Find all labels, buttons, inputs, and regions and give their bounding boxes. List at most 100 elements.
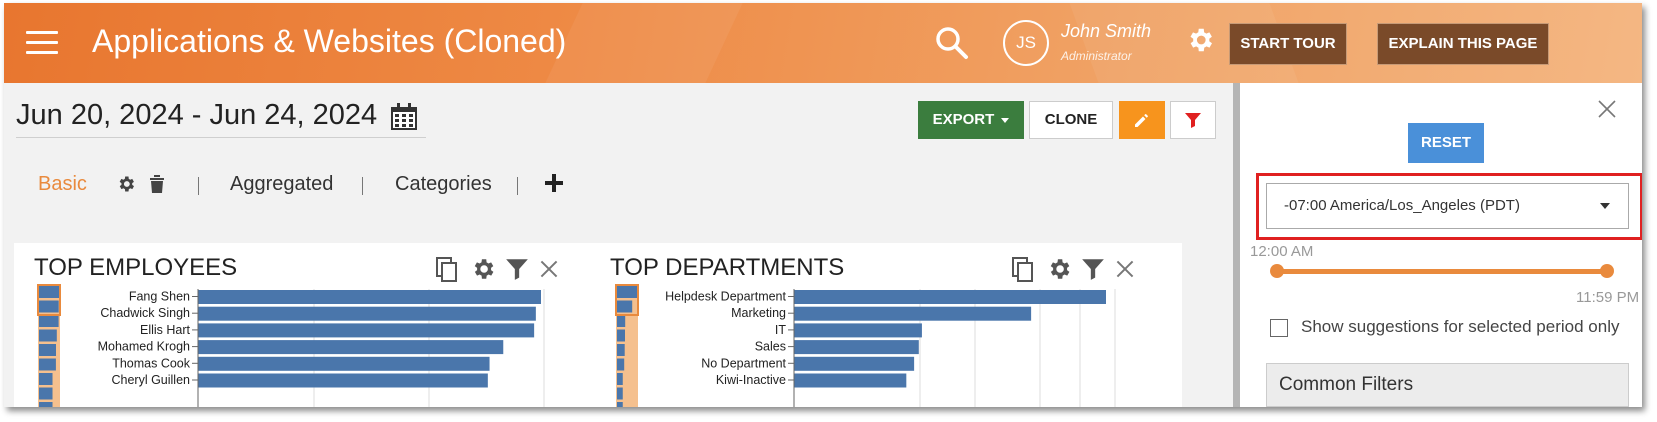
header-decoration — [545, 3, 743, 83]
bar[interactable] — [198, 323, 535, 338]
overview-bar — [617, 402, 623, 407]
bar[interactable] — [794, 306, 1032, 321]
calendar-icon[interactable] — [389, 102, 419, 132]
overview-bar — [39, 300, 59, 313]
caret-down-icon — [1600, 203, 1610, 209]
slider-end-handle[interactable] — [1600, 264, 1614, 278]
caret-down-icon — [1001, 117, 1010, 123]
tab-separator — [517, 177, 518, 195]
overview-bar — [617, 358, 625, 371]
tab-separator — [198, 177, 199, 195]
bar-label: Sales — [755, 340, 786, 354]
copy-icon[interactable] — [1010, 255, 1036, 283]
card-settings-gear-icon[interactable] — [1046, 255, 1072, 283]
time-range-slider[interactable] — [1277, 269, 1607, 274]
time-range-start-label: 12:00 AM — [1250, 243, 1314, 260]
bar-label: Thomas Cook — [112, 356, 191, 370]
top-departments-card: TOP DEPARTMENTS Helpdesk Department Marke… — [590, 243, 1182, 407]
avatar[interactable]: JS — [1003, 20, 1049, 66]
app-window: Applications & Websites (Cloned) JS John… — [4, 3, 1642, 407]
filter-funnel-icon — [1185, 113, 1201, 128]
user-name[interactable]: John Smith — [1061, 21, 1152, 41]
time-range-end-label: 11:59 PM — [1576, 289, 1640, 306]
tab-separator — [362, 177, 363, 195]
edit-button[interactable] — [1119, 101, 1165, 139]
tab-categories[interactable]: Categories — [395, 173, 492, 195]
bar[interactable] — [794, 356, 915, 371]
departments-bar-chart: Helpdesk Department Marketing IT Sales No De… — [615, 284, 1116, 407]
bar-label: Helpdesk Department — [665, 290, 786, 304]
bar-label: Cheryl Guillen — [111, 373, 190, 387]
common-filters-section[interactable]: Common Filters — [1266, 363, 1629, 407]
bar[interactable] — [794, 373, 907, 388]
bar[interactable] — [198, 306, 536, 321]
card-close-icon[interactable] — [1112, 255, 1138, 283]
card-filter-funnel-icon[interactable] — [504, 255, 530, 283]
suggestions-label: Show suggestions for selected period onl… — [1301, 317, 1620, 336]
bar[interactable] — [198, 373, 488, 388]
card-close-icon[interactable] — [536, 255, 562, 283]
highlight-box — [1256, 173, 1642, 240]
bar-label: Kiwi-Inactive — [716, 373, 786, 387]
bar-label: Chadwick Singh — [100, 306, 190, 320]
clone-button[interactable]: CLONE — [1029, 101, 1113, 139]
tab-basic[interactable]: Basic — [38, 173, 87, 195]
trash-icon[interactable] — [148, 174, 166, 194]
card-title: TOP DEPARTMENTS — [610, 254, 845, 281]
filter-button[interactable] — [1170, 101, 1216, 139]
overview-bar — [617, 315, 626, 327]
bar-label: IT — [775, 323, 786, 337]
overview-bar — [39, 315, 59, 327]
user-role: Administrator — [1061, 49, 1132, 63]
panel-resize-handle[interactable] — [1233, 83, 1240, 407]
bar-label: No Department — [701, 356, 786, 370]
card-filter-funnel-icon[interactable] — [1080, 255, 1106, 283]
card-settings-gear-icon[interactable] — [470, 255, 496, 283]
search-icon[interactable] — [934, 25, 970, 61]
bar-label: Fang Shen — [129, 290, 190, 304]
bar[interactable] — [198, 340, 504, 355]
card-title: TOP EMPLOYEES — [34, 254, 238, 281]
settings-gear-icon[interactable] — [1185, 25, 1215, 55]
bar[interactable] — [794, 290, 1106, 304]
explain-page-button[interactable]: EXPLAIN THIS PAGE — [1377, 23, 1549, 65]
overview-bar — [39, 387, 53, 400]
bar-label: Marketing — [731, 306, 786, 320]
close-panel-icon[interactable] — [1596, 98, 1618, 120]
overview-bar — [39, 329, 57, 342]
tab-settings-gear-icon[interactable] — [116, 174, 136, 194]
tab-aggregated[interactable]: Aggregated — [230, 173, 334, 195]
page-title: Applications & Websites (Cloned) — [92, 23, 567, 59]
reset-button[interactable]: RESET — [1408, 123, 1484, 163]
bar[interactable] — [794, 323, 922, 338]
suggestions-checkbox[interactable] — [1270, 319, 1288, 337]
top-employees-card: TOP EMPLOYEES Fang Shen Chadwick Singh Ell… — [14, 243, 606, 407]
overview-bar — [39, 358, 56, 371]
overview-bar — [617, 329, 625, 342]
overview-bar — [39, 402, 53, 407]
hamburger-menu-icon[interactable] — [26, 31, 58, 55]
overview-window[interactable] — [615, 284, 639, 316]
bar[interactable] — [198, 356, 490, 371]
overview-bar — [617, 286, 637, 298]
add-tab-plus-icon[interactable] — [544, 173, 564, 193]
export-label: EXPORT — [932, 111, 995, 128]
bar[interactable] — [198, 290, 541, 304]
slider-start-handle[interactable] — [1270, 264, 1284, 278]
timezone-value: -07:00 America/Los_Angeles (PDT) — [1284, 197, 1520, 214]
timezone-select[interactable]: -07:00 America/Los_Angeles (PDT) — [1266, 183, 1629, 229]
top-header: Applications & Websites (Cloned) JS John… — [4, 3, 1642, 83]
export-button[interactable]: EXPORT — [918, 101, 1024, 139]
copy-icon[interactable] — [434, 255, 460, 283]
overview-bar — [617, 300, 633, 313]
pencil-icon — [1135, 114, 1148, 127]
divider — [16, 137, 426, 138]
overview-bar — [617, 373, 623, 385]
overview-window[interactable] — [37, 284, 61, 316]
employees-bar-chart: Fang Shen Chadwick Singh Ellis Hart Mohamed… — [37, 284, 545, 407]
overview-bar — [617, 387, 623, 400]
overview-bar — [39, 373, 53, 385]
date-range-display[interactable]: Jun 20, 2024 - Jun 24, 2024 — [16, 99, 378, 131]
bar[interactable] — [794, 340, 919, 355]
start-tour-button[interactable]: START TOUR — [1229, 23, 1347, 65]
